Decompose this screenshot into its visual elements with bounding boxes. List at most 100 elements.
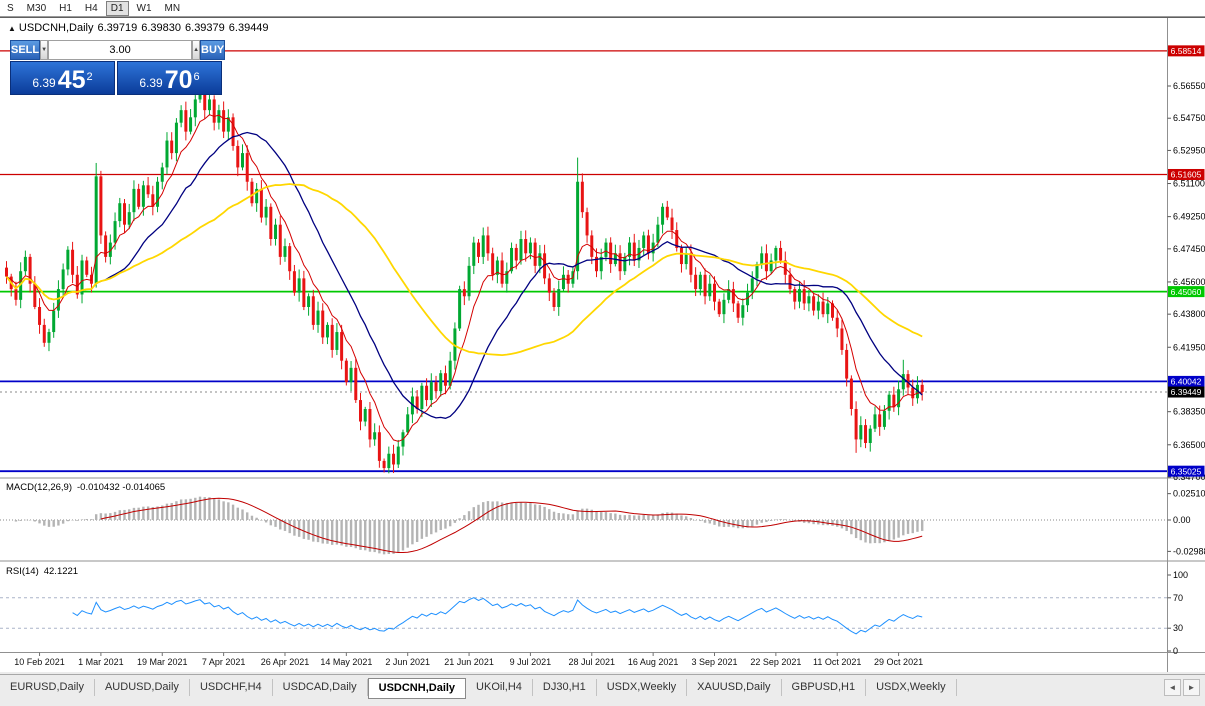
svg-text:3 Sep 2021: 3 Sep 2021 (691, 657, 737, 667)
one-click-controls: SELL ▼ ▲ BUY (10, 40, 226, 60)
svg-text:6.58514: 6.58514 (1171, 46, 1202, 56)
date-axis: 10 Feb 2021 1 Mar 2021 19 Mar 2021 7 Apr 20… (14, 652, 923, 667)
svg-text:16 Aug 2021: 16 Aug 2021 (628, 657, 679, 667)
macd-indicator-label: MACD(12,26,9) -0.010432 -0.014065 (6, 482, 170, 493)
svg-text:6.36500: 6.36500 (1173, 440, 1205, 450)
ohlc-close: 6.39449 (228, 22, 269, 34)
ma-line-sma20 (5, 131, 923, 419)
rsi-indicator-label: RSI(14) 42.1221 (6, 566, 83, 577)
volume-increase-button[interactable]: ▲ (192, 40, 201, 60)
ask-price-box[interactable]: 6.39 70 6 (117, 61, 222, 95)
svg-text:29 Oct 2021: 29 Oct 2021 (874, 657, 923, 667)
chart-tab-5-ukoil-h4[interactable]: UKOil,H4 (466, 679, 533, 696)
chart-tab-8-xauusd-daily[interactable]: XAUUSD,Daily (687, 679, 782, 696)
timeframe-button-w1[interactable]: W1 (136, 2, 152, 14)
svg-text:6.51100: 6.51100 (1173, 179, 1205, 189)
horizontal-lines (0, 50, 1167, 473)
svg-text:6.39449: 6.39449 (1171, 387, 1202, 397)
timeframe-button-h1[interactable]: H1 (59, 2, 72, 14)
timeframe-button-mn[interactable]: MN (164, 2, 181, 14)
chart-tab-3-usdcad-daily[interactable]: USDCAD,Daily (273, 679, 368, 696)
ask-price-sup: 6 (193, 71, 200, 83)
svg-text:11 Oct 2021: 11 Oct 2021 (813, 657, 861, 667)
svg-text:6.47450: 6.47450 (1173, 244, 1205, 254)
timeframe-toolbar: S M30 H1 H4 D1 W1 MN (0, 0, 1205, 17)
volume-decrease-button[interactable]: ▼ (40, 40, 49, 60)
rsi-line (72, 597, 923, 635)
ohlc-low: 6.39379 (185, 22, 225, 34)
price-badge-6.51605 (1168, 168, 1205, 180)
chart-tab-7-usdx-weekly[interactable]: USDX,Weekly (597, 679, 688, 696)
svg-text:0.00: 0.00 (1173, 515, 1191, 525)
svg-text:6.56550: 6.56550 (1173, 81, 1205, 91)
svg-text:6.35025: 6.35025 (1171, 466, 1202, 476)
sell-button[interactable]: SELL (10, 40, 41, 60)
tab-scroll-left-icon[interactable]: ◄ (1164, 679, 1181, 696)
chart-symbol-period: USDCNH,Daily (18, 22, 94, 34)
svg-text:26 Apr 2021: 26 Apr 2021 (261, 657, 310, 667)
timeframe-button-h4[interactable]: H4 (84, 2, 98, 14)
svg-text:70: 70 (1173, 593, 1183, 603)
macd-name: MACD(12,26,9) (6, 482, 72, 493)
price-badge-6.58514 (1168, 45, 1205, 57)
macd-panel (0, 496, 1167, 555)
ma-line-ema8 (6, 114, 923, 442)
timeframe-button-d1[interactable]: D1 (105, 0, 129, 16)
price-badge-6.35025 (1168, 465, 1205, 477)
ma-line-sma45 (5, 183, 923, 357)
chart-tab-1-audusd-daily[interactable]: AUDUSD,Daily (95, 679, 190, 696)
chart-tab-10-usdx-weekly[interactable]: USDX,Weekly (866, 679, 957, 696)
one-click-prices: 6.39 45 2 6.39 70 6 (10, 61, 222, 95)
timeframe-button-s[interactable]: S (7, 2, 14, 14)
chart-tab-2-usdchf-h4[interactable]: USDCHF,H4 (190, 679, 273, 696)
price-badge-6.40042 (1168, 375, 1205, 387)
bid-price-big: 45 (57, 66, 86, 94)
svg-text:9 Jul 2021: 9 Jul 2021 (510, 657, 552, 667)
symbol-tabbar: EURUSD,Daily AUDUSD,Daily USDCHF,H4 USDCAD,… (0, 674, 1205, 706)
svg-text:19 Mar 2021: 19 Mar 2021 (137, 657, 188, 667)
svg-text:28 Jul 2021: 28 Jul 2021 (569, 657, 616, 667)
svg-text:6.38350: 6.38350 (1173, 407, 1205, 417)
price-badge-6.39449 (1168, 386, 1205, 398)
svg-text:6.41950: 6.41950 (1173, 342, 1205, 352)
candlestick-series (5, 62, 924, 474)
svg-text:6.51605: 6.51605 (1171, 170, 1202, 180)
svg-text:0.02510: 0.02510 (1173, 489, 1205, 499)
tabbar-scroll-controls: ◄ ► (1164, 679, 1205, 696)
svg-text:6.45060: 6.45060 (1171, 287, 1202, 297)
bid-price-small: 6.39 (32, 76, 56, 90)
chart-tabs: EURUSD,Daily AUDUSD,Daily USDCHF,H4 USDCAD,… (0, 678, 957, 699)
svg-text:7 Apr 2021: 7 Apr 2021 (202, 657, 246, 667)
rsi-name: RSI(14) (6, 566, 39, 577)
chart-tab-0-eurusd-daily[interactable]: EURUSD,Daily (0, 679, 95, 696)
buy-button[interactable]: BUY (200, 40, 226, 60)
timeframe-button-m30[interactable]: M30 (26, 2, 47, 14)
chart-tab-9-gbpusd-h1[interactable]: GBPUSD,H1 (782, 679, 867, 696)
one-click-trading-panel: SELL ▼ ▲ BUY 6.39 45 2 6.39 70 6 (10, 40, 226, 95)
macd-signal-line (100, 497, 923, 553)
ohlc-open: 6.39719 (97, 22, 138, 34)
chart-tab-6-dj30-h1[interactable]: DJ30,H1 (533, 679, 597, 696)
chart-ohlc-header: ▲ USDCNH,Daily 6.39719 6.39830 6.39379 6.3944… (8, 22, 273, 34)
ask-price-small: 6.39 (139, 76, 163, 90)
moving-averages (5, 114, 923, 442)
price-axis: 6.56550 6.54750 6.52950 6.51100 6.49250 6.474… (1167, 45, 1205, 656)
tab-scroll-right-icon[interactable]: ► (1183, 679, 1200, 696)
svg-text:30: 30 (1173, 623, 1183, 633)
svg-text:6.54750: 6.54750 (1173, 113, 1205, 123)
bid-price-sup: 2 (86, 71, 93, 83)
svg-text:21 Jun 2021: 21 Jun 2021 (444, 657, 494, 667)
svg-text:100: 100 (1173, 570, 1188, 580)
svg-text:14 May 2021: 14 May 2021 (320, 657, 372, 667)
bid-price-box[interactable]: 6.39 45 2 (10, 61, 115, 95)
svg-text:6.52950: 6.52950 (1173, 145, 1205, 155)
svg-text:6.34700: 6.34700 (1173, 472, 1205, 482)
svg-text:0: 0 (1173, 646, 1178, 656)
ask-price-big: 70 (164, 66, 193, 94)
chart-tab-4-usdcnh-daily[interactable]: USDCNH,Daily (367, 678, 467, 699)
svg-text:-0.02988: -0.02988 (1173, 546, 1205, 556)
volume-input[interactable] (48, 40, 193, 60)
chart-marker-icon: ▲ (8, 24, 16, 33)
svg-text:6.40042: 6.40042 (1171, 377, 1202, 387)
